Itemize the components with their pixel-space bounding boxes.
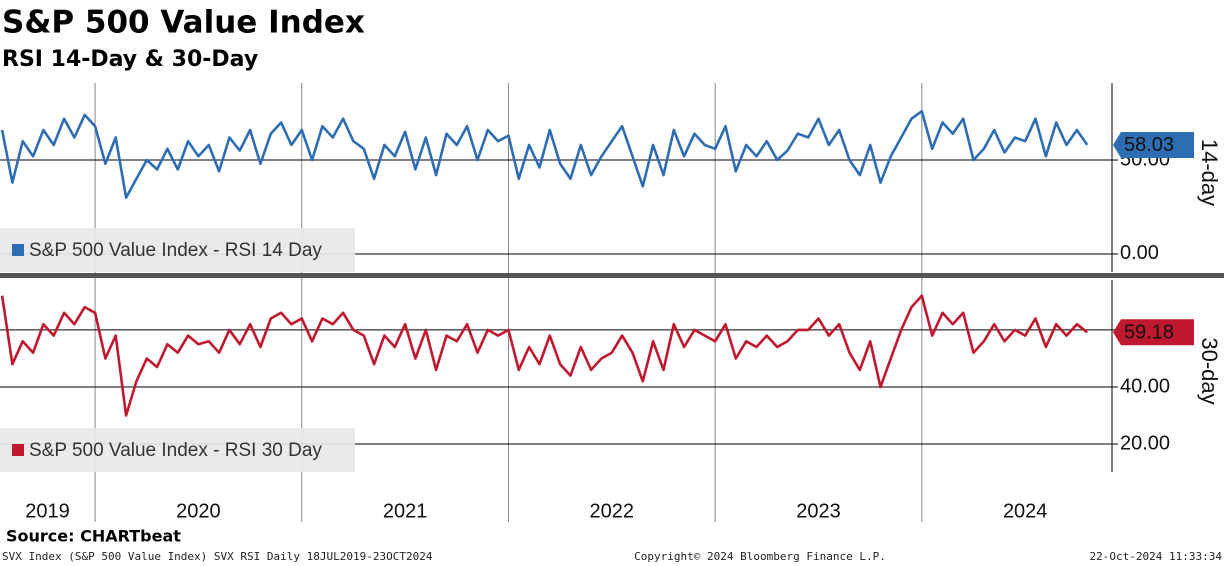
- x-tick-label: 2019: [25, 500, 70, 522]
- x-tick-label: 2024: [1003, 500, 1048, 522]
- rsi-line: [0, 294, 1089, 417]
- last-value-tag: [1113, 131, 1194, 158]
- footer-description: SVX Index (S&P 500 Value Index) SVX RSI …: [2, 550, 433, 563]
- legend-swatch: [12, 444, 24, 456]
- axis-label: 30-day: [1197, 337, 1222, 404]
- x-tick-label: 2020: [176, 500, 221, 522]
- source: Source: CHARTbeat: [6, 527, 181, 546]
- axis-label: 14-day: [1197, 139, 1222, 206]
- chart-title: S&P 500 Value Index: [2, 5, 365, 41]
- legend-box: [0, 228, 355, 272]
- legend-swatch: [12, 244, 24, 256]
- y-tick-label: 20.00: [1120, 432, 1170, 454]
- chart-subtitle: RSI 14-Day & 30-Day: [2, 47, 258, 72]
- rsi-line: [0, 109, 1089, 199]
- x-tick-label: 2023: [796, 500, 841, 522]
- legend-label: S&P 500 Value Index - RSI 14 Day: [29, 240, 322, 261]
- legend-label: S&P 500 Value Index - RSI 30 Day: [29, 440, 322, 461]
- last-value-label: 59.18: [1124, 322, 1174, 344]
- x-tick-label: 2021: [383, 500, 428, 522]
- copyright: Copyright© 2024 Bloomberg Finance L.P.: [634, 550, 886, 563]
- panel-separator: [0, 273, 1224, 278]
- timestamp: 22-Oct-2024 11:33:34: [1090, 550, 1223, 563]
- y-tick-label: 40.00: [1120, 375, 1170, 397]
- last-value-label: 58.03: [1124, 134, 1174, 156]
- x-tick-label: 2022: [590, 500, 635, 522]
- legend-box: [0, 428, 355, 472]
- last-value-tag: [1113, 319, 1194, 346]
- y-tick-label: 0.00: [1120, 242, 1159, 264]
